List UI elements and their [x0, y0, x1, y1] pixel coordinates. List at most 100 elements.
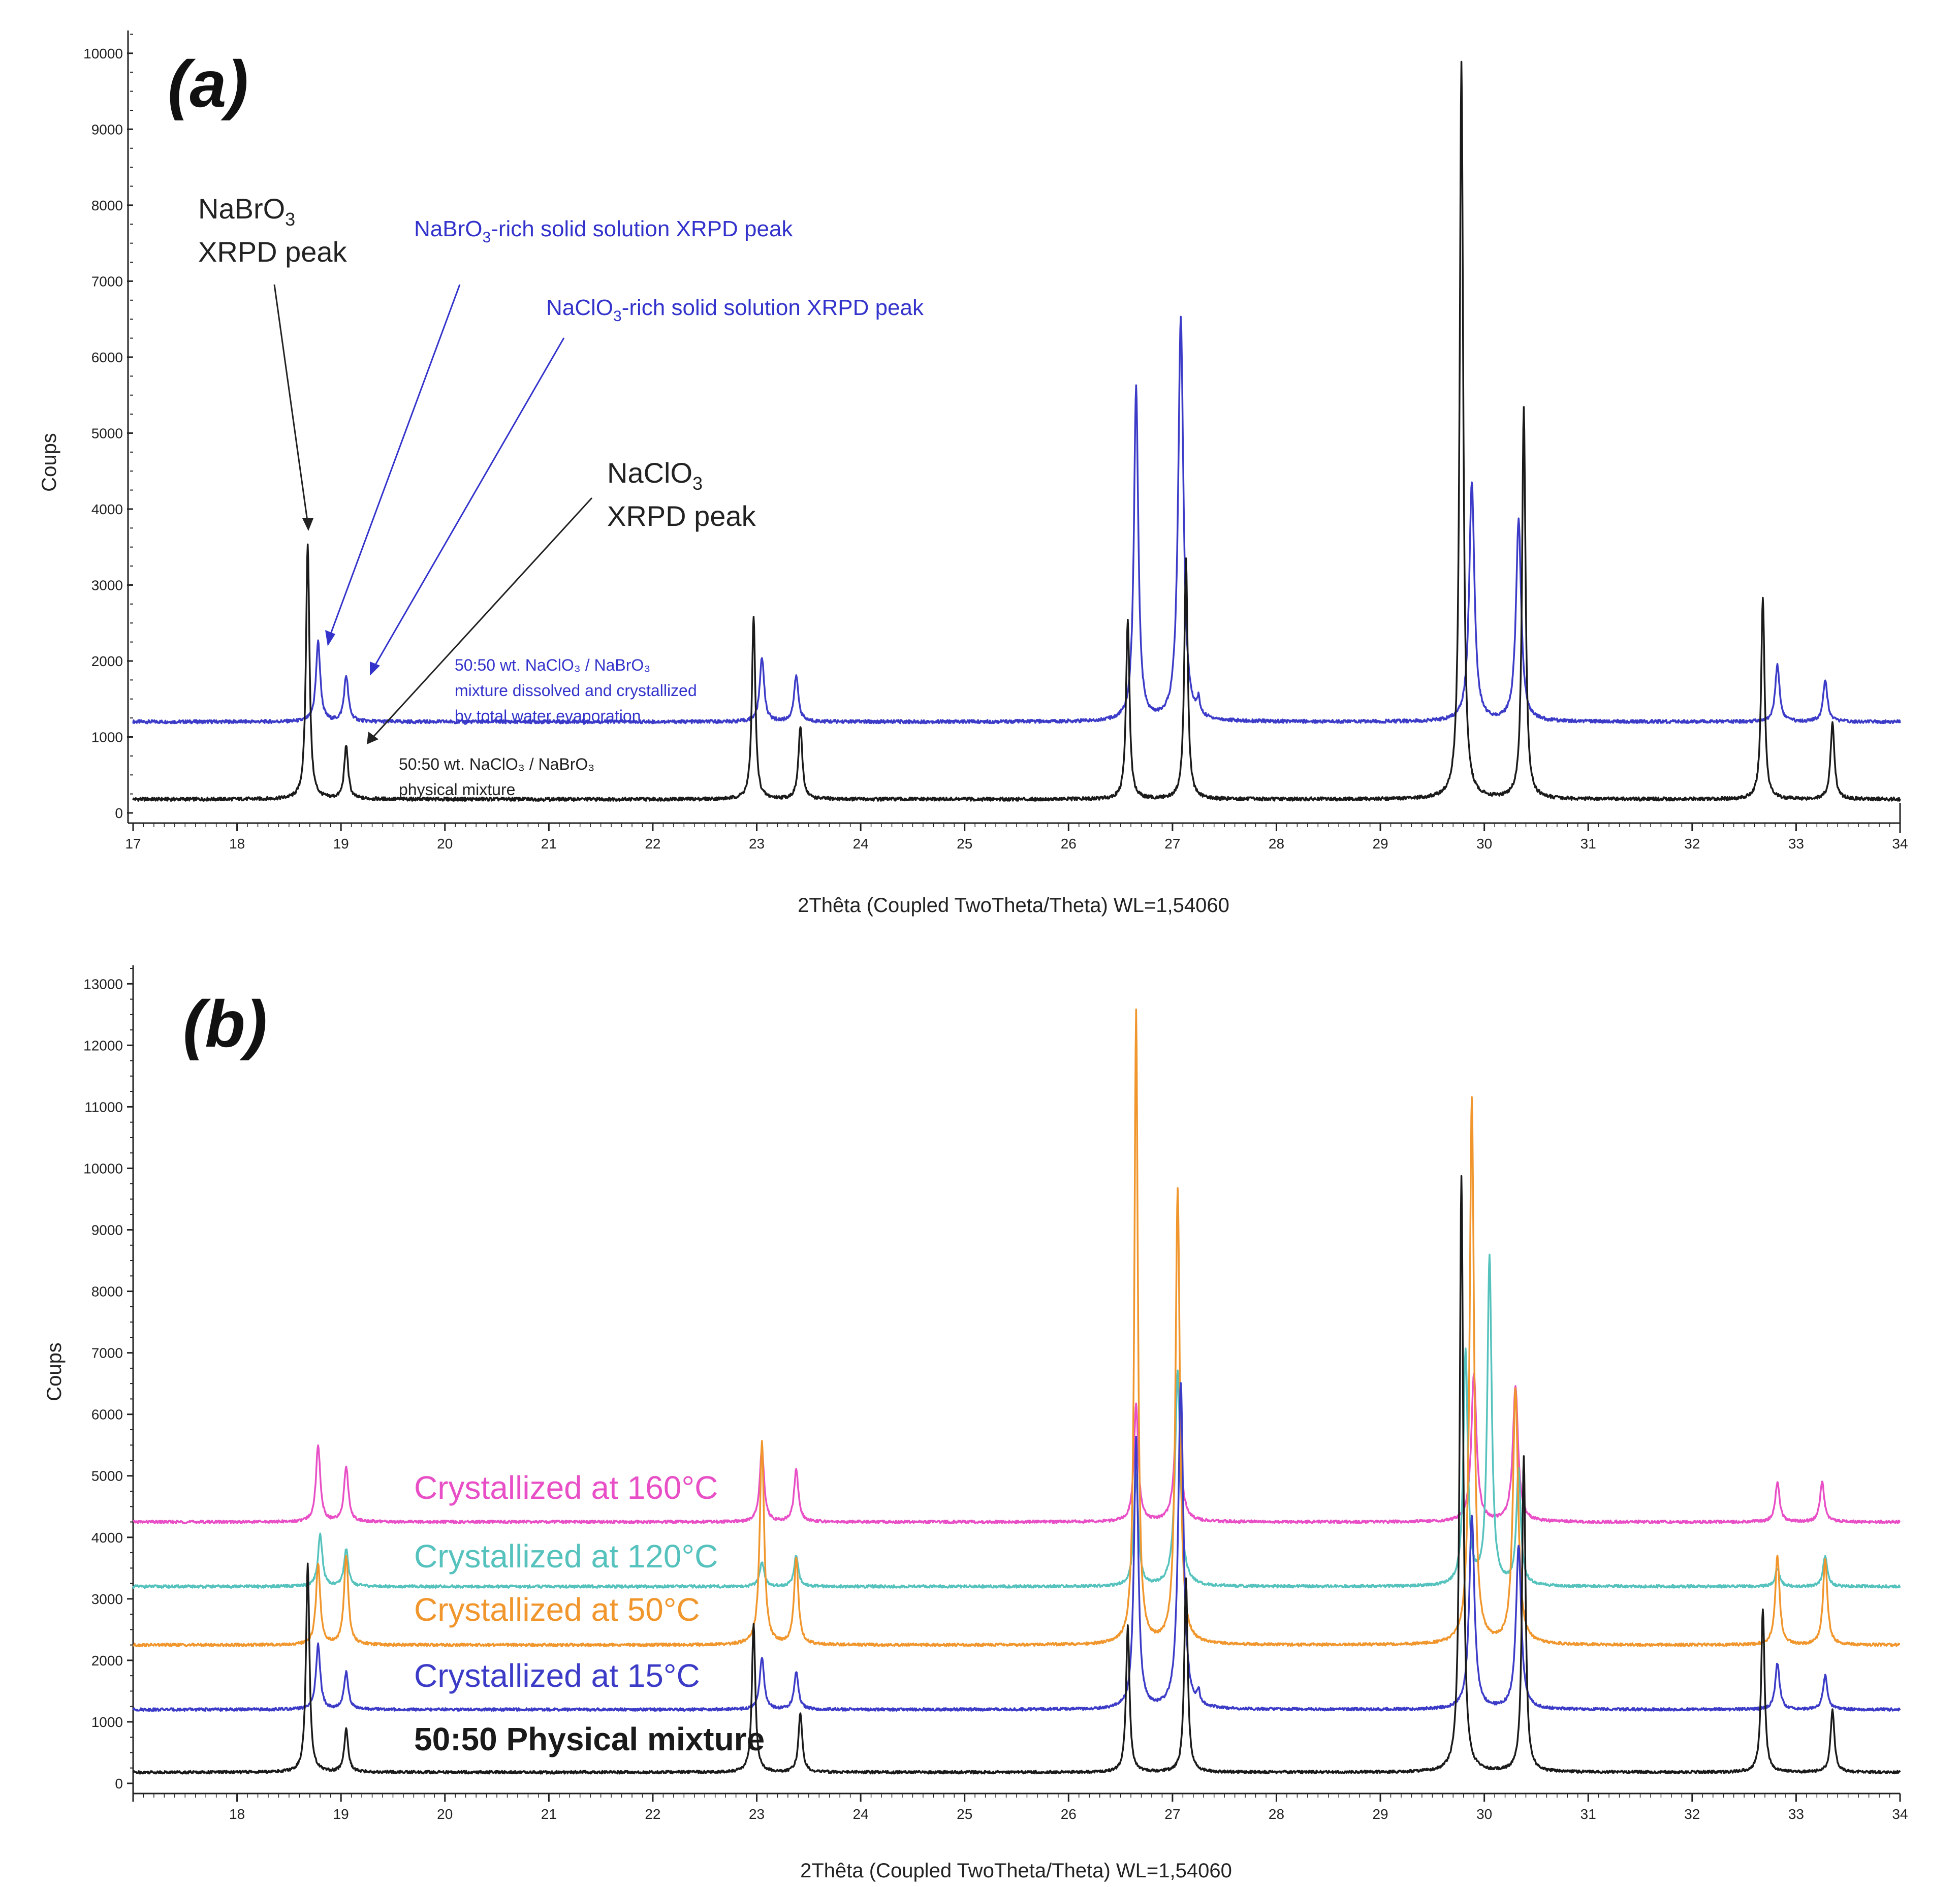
y-tick-label: 1000 — [91, 729, 123, 745]
y-tick-label: 11000 — [84, 1099, 123, 1115]
panel-a-y-axis-title: Coups — [38, 433, 60, 492]
annotation-naclo3-rich: NaClO3-rich solid solution XRPD peak — [546, 295, 924, 325]
x-tick-label: 22 — [645, 1806, 660, 1822]
y-tick-label: 13000 — [83, 976, 123, 992]
annotation-arrows — [273, 284, 593, 744]
x-tick-label: 29 — [1372, 836, 1388, 852]
x-tick-label: 33 — [1788, 1806, 1804, 1822]
series-label-c120: Crystallized at 120°C — [414, 1538, 718, 1575]
x-tick-label: 30 — [1476, 836, 1492, 852]
x-tick-label: 18 — [229, 836, 245, 852]
x-tick-label: 20 — [437, 1806, 453, 1822]
x-tick-label: 32 — [1684, 836, 1700, 852]
panel-a-series — [132, 60, 1901, 802]
series-line-c15 — [132, 1382, 1901, 1712]
series-line-c15 — [132, 316, 1901, 725]
panel-b-series-labels: Crystallized at 160°C Crystallized at 120… — [414, 1469, 765, 1757]
x-tick-label: 23 — [749, 836, 765, 852]
panel-a-x-axis-title: 2Thêta (Coupled TwoTheta/Theta) WL=1,540… — [798, 894, 1229, 917]
series-label-c160: Crystallized at 160°C — [414, 1469, 718, 1506]
x-tick-label: 25 — [957, 1806, 972, 1822]
y-tick-label: 6000 — [91, 1407, 123, 1423]
panel-a-x-ticks: 17 18 19 20 21 22 23 24 25 26 27 28 29 30 31 32 33 34 — [125, 823, 1908, 852]
panel-a: 0 1000 2000 3000 4000 5000 6000 7000 8000 9000 100… — [38, 30, 1908, 917]
series-line-physical — [133, 1175, 1901, 1775]
series-label-physical: 50:50 Physical mixture — [414, 1721, 765, 1757]
series-line-c160 — [133, 1373, 1901, 1524]
x-tick-label: 17 — [125, 836, 141, 852]
y-tick-label: 7000 — [91, 273, 123, 289]
x-tick-label: 33 — [1788, 836, 1804, 852]
panel-b-x-ticks: 18 19 20 21 22 23 24 25 26 27 28 29 30 31 32 33 34 — [132, 1794, 1908, 1822]
x-tick-label: 31 — [1580, 836, 1596, 852]
y-tick-label: 3000 — [91, 577, 123, 593]
arrow-nabro3-rich — [329, 284, 461, 636]
y-tick-label: 1000 — [91, 1714, 123, 1730]
annotation-blue-series-2: mixture dissolved and crystallized — [455, 681, 697, 700]
x-tick-label: 25 — [957, 836, 972, 852]
annotation-naclo3-peak: NaClO3 — [607, 457, 703, 494]
series-line-c120 — [132, 1253, 1901, 1589]
x-tick-label: 21 — [541, 1806, 557, 1822]
series-label-c50: Crystallized at 50°C — [414, 1591, 700, 1628]
panel-a-label: (a) — [168, 47, 248, 121]
x-tick-label: 32 — [1684, 1806, 1700, 1822]
y-tick-label: 9000 — [91, 121, 123, 137]
y-tick-label: 0 — [115, 805, 123, 821]
x-tick-label: 21 — [541, 836, 557, 852]
x-tick-label: 22 — [645, 836, 660, 852]
x-tick-label: 24 — [853, 1806, 869, 1822]
y-tick-label: 4000 — [91, 1530, 123, 1546]
x-tick-label: 26 — [1061, 836, 1077, 852]
arrow-naclo3-peak — [372, 497, 593, 738]
annotation-nabro3-peak: NaBrO3 — [198, 193, 295, 230]
annotation-black-series-1: 50:50 wt. NaClO₃ / NaBrO₃ — [399, 755, 594, 773]
panel-a-y-ticks: 0 1000 2000 3000 4000 5000 6000 7000 8000 9000 100… — [83, 34, 133, 821]
y-tick-label: 4000 — [91, 501, 123, 517]
panel-b-x-axis-title: 2Thêta (Coupled TwoTheta/Theta) WL=1,540… — [800, 1860, 1232, 1882]
annotation-naclo3-peak-line2: XRPD peak — [607, 500, 756, 532]
panel-b-series — [132, 1008, 1901, 1775]
series-label-c15: Crystallized at 15°C — [414, 1657, 700, 1694]
x-tick-label: 31 — [1580, 1806, 1596, 1822]
y-tick-label: 7000 — [91, 1345, 123, 1361]
annotation-blue-series-3: by total water evaporation — [455, 707, 641, 725]
y-tick-label: 2000 — [91, 653, 123, 669]
x-tick-label: 27 — [1164, 836, 1180, 852]
x-tick-label: 23 — [749, 1806, 765, 1822]
y-tick-label: 3000 — [91, 1591, 123, 1607]
y-tick-label: 9000 — [91, 1222, 123, 1238]
y-tick-label: 0 — [115, 1776, 123, 1791]
x-tick-label: 26 — [1061, 1806, 1077, 1822]
y-tick-label: 5000 — [91, 1468, 123, 1484]
x-tick-label: 18 — [229, 1806, 245, 1822]
x-tick-label: 24 — [853, 836, 869, 852]
panel-b-y-axis-title: Coups — [43, 1342, 66, 1401]
x-tick-label: 19 — [333, 1806, 349, 1822]
y-tick-label: 10000 — [83, 46, 123, 61]
x-tick-label: 34 — [1892, 1806, 1908, 1822]
arrow-naclo3-rich — [374, 337, 565, 666]
arrowhead-nabro3-peak — [302, 518, 313, 531]
y-tick-label: 8000 — [91, 1284, 123, 1300]
x-tick-label: 30 — [1476, 1806, 1492, 1822]
y-tick-label: 5000 — [91, 425, 123, 441]
series-line-physical — [132, 60, 1901, 802]
arrowhead-naclo3-rich — [370, 662, 380, 676]
panel-b-y-ticks: 0 1000 2000 3000 4000 5000 6000 7000 8000 9000 100… — [83, 968, 133, 1791]
panel-b-label: (b) — [183, 987, 267, 1061]
x-tick-label: 19 — [333, 836, 349, 852]
x-tick-label: 28 — [1269, 1806, 1284, 1822]
annotation-blue-series-1: 50:50 wt. NaClO₃ / NaBrO₃ — [455, 656, 650, 674]
y-tick-label: 12000 — [83, 1037, 123, 1053]
annotation-nabro3-peak-line2: XRPD peak — [198, 236, 347, 268]
y-tick-label: 2000 — [91, 1653, 123, 1669]
x-tick-label: 28 — [1269, 836, 1284, 852]
arrowhead-naclo3-peak — [367, 732, 378, 744]
y-tick-label: 8000 — [91, 198, 123, 213]
arrow-nabro3-peak — [273, 284, 308, 521]
arrowhead-nabro3-rich — [325, 630, 335, 646]
x-tick-label: 27 — [1164, 1806, 1180, 1822]
series-line-c50 — [132, 1008, 1901, 1647]
x-tick-label: 29 — [1372, 1806, 1388, 1822]
